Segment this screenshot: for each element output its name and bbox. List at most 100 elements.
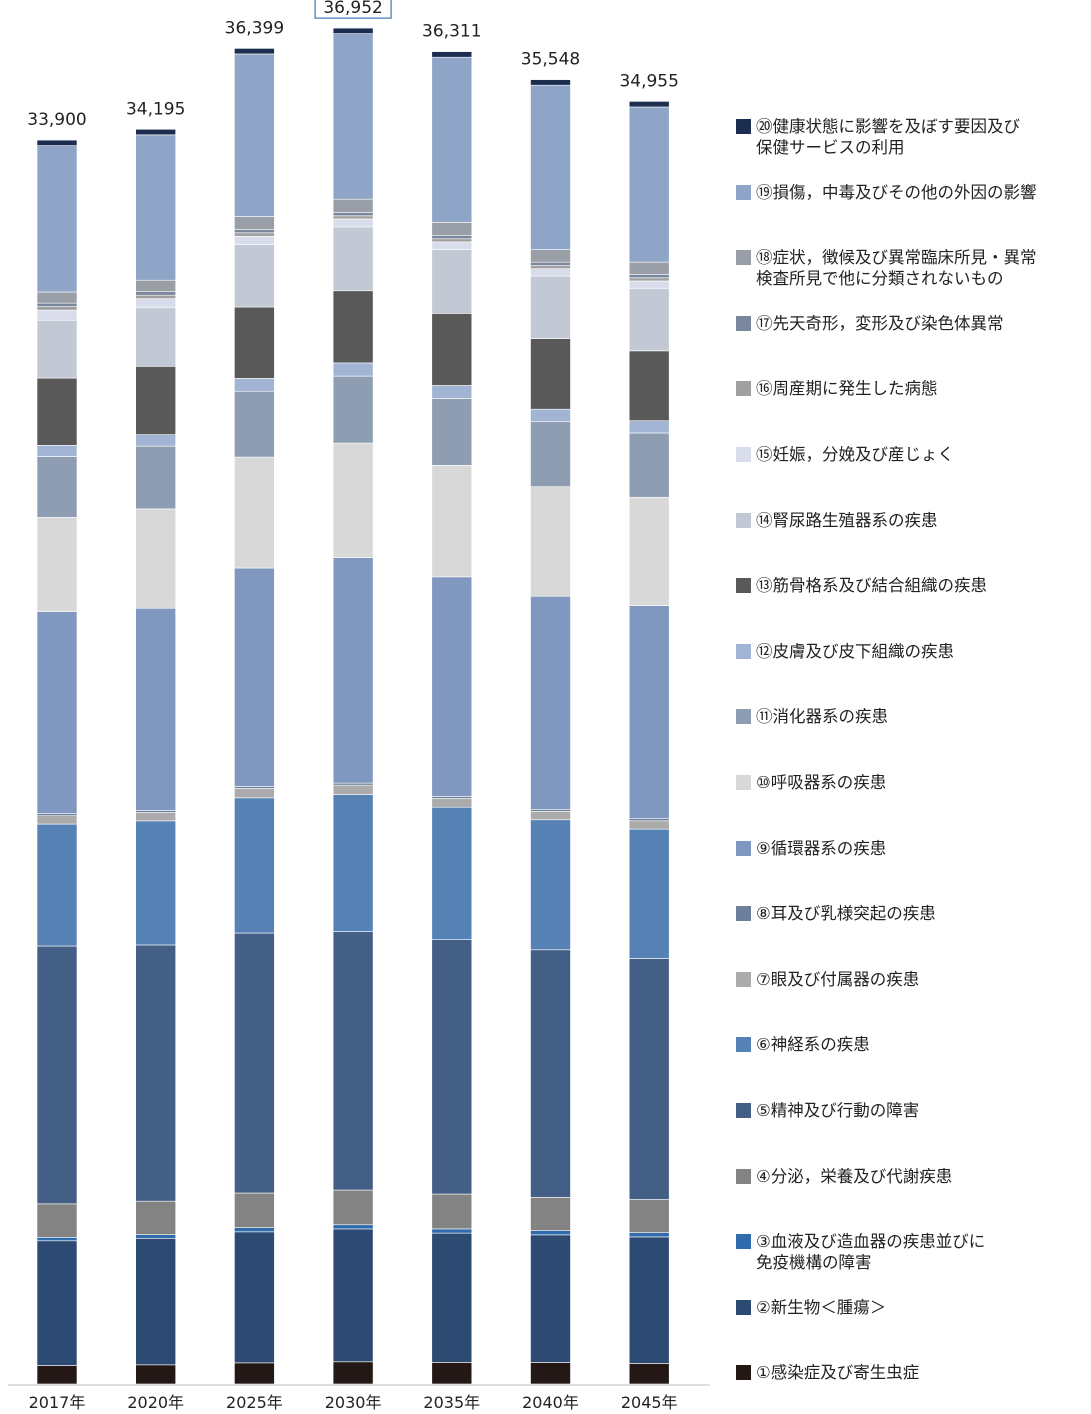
bar-segment-11-2030年 [332,375,374,444]
bar-segment-19-2020年 [135,134,176,281]
legend-item: ⑰先天奇形，変形及び染色体異常 [736,313,1091,334]
legend-swatch [736,906,751,922]
bar-segment-1-2045年 [628,1363,670,1385]
bar-segment-20-2017年 [36,139,78,146]
legend-label: ⑳健康状態に影響を及ぼす要因及び 保健サービスの利用 [756,117,1020,157]
bar-segment-12-2045年 [628,420,670,434]
bar-segment-17-2035年 [431,235,473,240]
legend-swatch [736,775,751,790]
bar-segment-1-2020年 [135,1364,176,1385]
legend-swatch [736,1103,751,1118]
legend-item: ⑫皮膚及び皮下組織の疾患 [736,641,1091,662]
legend-label: ⑥神経系の疾患 [756,1035,870,1055]
bar-segment-15-2020年 [135,298,176,309]
bar-segment-10-2025年 [234,456,275,569]
bar-segment-13-2035年 [431,313,473,386]
legend-swatch [736,578,751,594]
bar-segment-13-2045年 [628,350,670,422]
legend-swatch [736,250,751,266]
bar-segment-4-2017年 [36,1203,78,1238]
legend-item: ⑯周産期に発生した病態 [736,378,1091,399]
legend-label: ⑭腎尿路生殖器系の疾患 [756,510,938,530]
bar-segment-10-2017年 [36,517,78,612]
legend-swatch [736,971,751,987]
bar-segment-17-2020年 [135,291,176,296]
legend-item: ②新生物＜腫瘍＞ [736,1297,1091,1318]
x-tick-label: 2025年 [226,1393,283,1412]
bar-segment-15-2040年 [530,268,571,277]
legend-swatch [736,184,751,200]
legend-swatch [736,643,751,659]
bar-segment-7-2045年 [628,820,670,830]
bar-segment-4-2045年 [628,1199,670,1234]
legend-item: ⑦眼及び付属器の疾患 [736,969,1091,990]
bar-segment-14-2035年 [431,249,473,314]
total-label-2040年: 35,548 [521,50,580,70]
bar-segment-18-2040年 [530,249,571,263]
legend-label: ①感染症及び寄生虫症 [756,1363,920,1383]
bar-segment-6-2040年 [530,819,571,951]
legend-swatch [736,315,751,331]
bar-segment-16-2035年 [431,238,473,243]
bar-segment-9-2025年 [234,567,275,787]
bar-segment-10-2035年 [431,465,473,578]
bar-segment-20-2030年 [332,27,374,34]
total-label-2035年: 36,311 [422,22,481,42]
legend-item: ⑳健康状態に影響を及ぼす要因及び 保健サービスの利用 [736,116,1091,158]
bar-segment-19-2045年 [628,106,670,263]
bar-segment-10-2030年 [332,442,374,558]
bar-segment-6-2025年 [234,797,275,934]
bar-segment-3-2017年 [36,1237,78,1242]
legend-label: ⑫皮膚及び皮下組織の疾患 [756,641,954,661]
legend-item: ⑧耳及び乳様突起の疾患 [736,903,1091,924]
bar-segment-16-2045年 [628,277,670,282]
bar-segment-15-2025年 [234,235,275,245]
bar-segment-13-2020年 [135,366,176,435]
legend-swatch [736,1365,751,1381]
bar-segment-19-2017年 [36,145,78,293]
bar-segment-12-2025年 [234,378,275,392]
total-label-2030年: 36,952 [323,0,382,18]
legend-label: ⑯周産期に発生した病態 [756,379,938,399]
bar-segment-14-2017年 [36,319,78,379]
legend-item: ⑲損傷，中毒及びその他の外因の影響 [736,182,1091,203]
bar-segment-18-2045年 [628,261,670,275]
bar-segment-8-2040年 [530,809,571,812]
bar-segment-8-2025年 [234,786,275,789]
legend-swatch [736,1168,751,1184]
legend-label: ②新生物＜腫瘍＞ [756,1297,887,1317]
legend-swatch [736,840,751,856]
bar-segment-8-2017年 [36,813,78,817]
bar-segment-14-2020年 [135,307,176,367]
bar-segment-14-2040年 [530,275,571,339]
bar-segment-15-2030年 [332,218,374,228]
x-tick-labels-group: 2017年 2020年 2025年 2030年 2035年 2040年 2045年 [29,1393,678,1412]
bar-segment-11-2025年 [234,390,275,458]
bar-segment-4-2040年 [530,1197,571,1231]
legend-label: ⑧耳及び乳様突起の疾患 [756,904,936,924]
bar-segment-10-2020年 [135,508,176,609]
bar-segment-8-2020年 [135,810,176,813]
bar-segment-6-2017年 [36,823,78,947]
legend-label: ③血液及び造血器の疾患並びに 免疫機構の障害 [756,1232,986,1273]
legend-label: ⑩呼吸器系の疾患 [756,773,887,792]
legend-item: ⑱症状，徴候及び異常臨床所見・異常 検査所見で他に分類されないもの [736,247,1091,289]
x-tick-label: 2017年 [29,1393,86,1412]
legend-swatch [736,1037,751,1053]
bar-segment-16-2020年 [135,294,176,299]
legend-swatch [736,709,751,725]
bar-segment-11-2045年 [628,432,670,498]
total-label-2045年: 34,955 [619,71,678,91]
legend-label: ⑪消化器系の疾患 [756,707,888,727]
bar-segment-6-2030年 [332,794,374,932]
legend-label: ⑤精神及び行動の障害 [756,1101,920,1120]
legend-swatch [736,1234,751,1250]
bar-segment-11-2017年 [36,456,78,518]
bar-segment-13-2040年 [530,338,571,410]
legend-label: ⑰先天奇形，変形及び染色体異常 [756,313,1004,333]
bar-segment-11-2035年 [431,398,473,466]
bar-segment-19-2035年 [431,56,473,223]
bar-segment-18-2017年 [36,291,78,304]
bar-segment-11-2020年 [135,445,176,510]
bar-segment-2-2020年 [135,1237,176,1366]
